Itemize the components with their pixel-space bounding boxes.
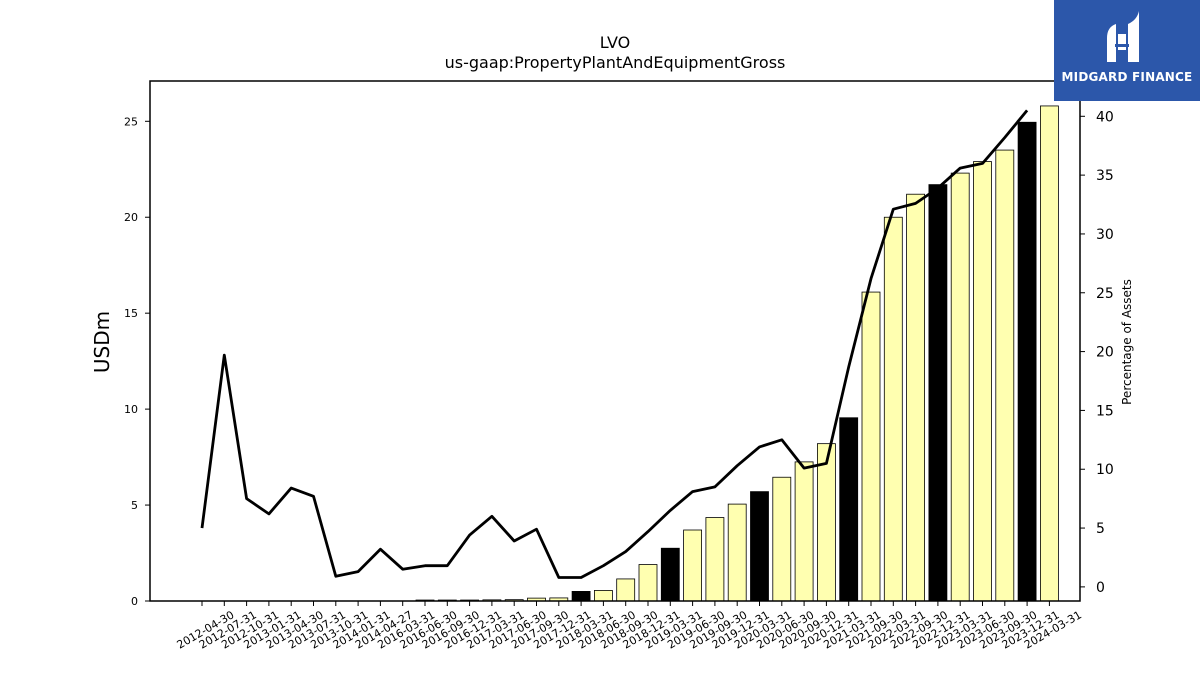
bar: [638, 564, 658, 602]
bar: [839, 417, 859, 602]
line-group: [200, 109, 1029, 579]
bar: [705, 517, 725, 602]
y2-tick-label: 15: [1096, 403, 1114, 419]
y-tick-label: 0: [131, 595, 138, 608]
y2-tick-label: 40: [1096, 109, 1114, 125]
bar: [883, 216, 903, 602]
bar: [594, 590, 613, 602]
y-tick-label: 20: [124, 211, 138, 224]
bar: [683, 529, 702, 602]
chart-title: LVO: [600, 33, 630, 52]
y-tick-label: 15: [124, 307, 138, 320]
y2-tick-label: 35: [1096, 168, 1114, 184]
bar: [817, 443, 836, 602]
bar: [906, 193, 925, 602]
y-tick-label: 5: [131, 499, 138, 512]
percentage-line: [200, 109, 1029, 579]
axes-group: 051015202505101520253035402012-04-302012…: [124, 80, 1114, 652]
bar: [750, 491, 769, 602]
y2-tick-label: 5: [1096, 521, 1105, 537]
y2-tick-label: 10: [1096, 462, 1114, 478]
bar: [1040, 105, 1059, 602]
bar: [571, 591, 591, 602]
plot-frame: [149, 80, 1081, 602]
chart-subtitle: us-gaap:PropertyPlantAndEquipmentGross: [445, 53, 786, 72]
logo-mark-icon: [1107, 11, 1139, 62]
bar: [616, 578, 636, 602]
bars-group: [415, 105, 1059, 602]
y2-tick-label: 0: [1096, 580, 1105, 596]
y-tick-label: 25: [124, 115, 138, 128]
bar: [660, 547, 680, 602]
y-axis-label: USDm: [90, 311, 114, 373]
y2-tick-label: 30: [1096, 227, 1114, 243]
brand-logo: MIDGARD FINANCE: [1054, 0, 1200, 101]
bar: [973, 161, 992, 602]
y2-tick-label: 25: [1096, 286, 1114, 302]
bar: [772, 476, 792, 602]
bar: [861, 291, 881, 602]
y2-axis-label: Percentage of Assets: [1120, 279, 1134, 405]
bar: [995, 149, 1015, 602]
bar: [727, 503, 747, 602]
bar: [794, 461, 814, 602]
bar: [1017, 121, 1037, 602]
y2-tick-label: 20: [1096, 345, 1114, 361]
y-tick-label: 10: [124, 403, 138, 416]
bar: [950, 172, 970, 602]
logo-text: MIDGARD FINANCE: [1061, 70, 1193, 84]
bar: [928, 184, 948, 602]
